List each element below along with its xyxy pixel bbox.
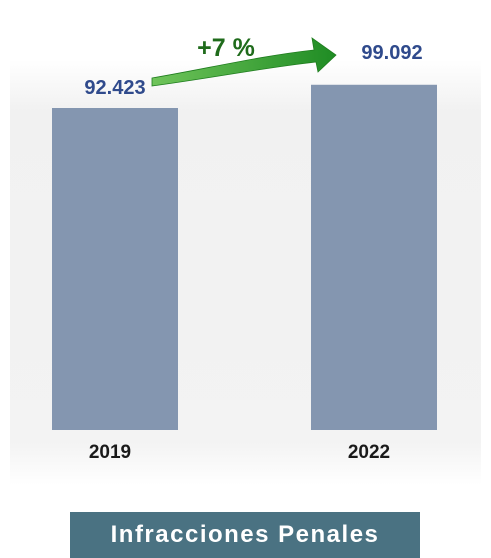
category-label-2022: 2022 [348, 442, 390, 463]
value-label-2022: 99.092 [361, 42, 422, 64]
chart-title: Infracciones Penales [111, 521, 380, 549]
bar-2022 [311, 85, 437, 430]
bar-2019 [52, 108, 178, 430]
chart-title-banner: Infracciones Penales [70, 512, 420, 558]
change-percent-label: +7 % [197, 34, 255, 62]
category-label-2019: 2019 [89, 442, 131, 463]
value-label-2019: 92.423 [84, 77, 145, 99]
